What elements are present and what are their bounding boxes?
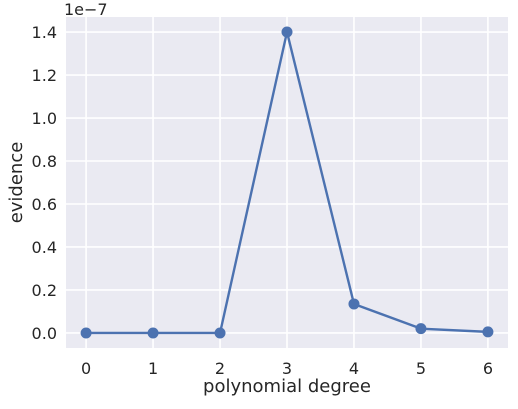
data-point [482, 326, 493, 337]
y-tick-label: 0.6 [32, 195, 57, 214]
y-axis-label: evidence [6, 142, 27, 224]
x-tick-label: 6 [483, 359, 493, 378]
y-tick-label: 0.2 [32, 281, 57, 300]
x-tick-label: 1 [148, 359, 158, 378]
y-tick-labels: 0.0 0.2 0.4 0.6 0.8 1.0 1.2 1.4 [32, 23, 57, 343]
data-point [215, 327, 226, 338]
y-tick-label: 1.0 [32, 109, 57, 128]
y-tick-label: 1.4 [32, 23, 57, 42]
y-offset-label: 1e−7 [64, 0, 108, 19]
y-tick-label: 0.8 [32, 152, 57, 171]
y-tick-label: 0.0 [32, 324, 57, 343]
x-axis-label: polynomial degree [203, 376, 371, 397]
y-tick-label: 1.2 [32, 66, 57, 85]
x-tick-label: 5 [416, 359, 426, 378]
data-point [348, 298, 359, 309]
y-tick-label: 0.4 [32, 238, 57, 257]
data-point [415, 323, 426, 334]
data-point [81, 327, 92, 338]
x-tick-label: 0 [81, 359, 91, 378]
data-point [282, 27, 293, 38]
data-point [148, 327, 159, 338]
